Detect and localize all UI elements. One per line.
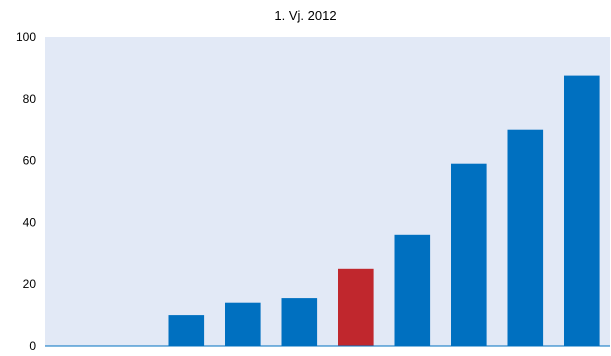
y-tick-label: 100 [16, 30, 36, 44]
bar [225, 302, 261, 346]
chart-title: 1. Vj. 2012 [274, 8, 337, 23]
bar [394, 234, 431, 346]
bar [281, 298, 318, 346]
y-tick-label: 40 [23, 215, 37, 229]
y-axis-tick-labels: 0 20 40 60 80 100 [16, 30, 36, 353]
bar-series [168, 75, 600, 347]
y-tick-label: 80 [23, 92, 37, 106]
bar-highlighted [338, 268, 374, 347]
y-tick-label: 20 [23, 277, 37, 291]
y-tick-label: 60 [23, 154, 37, 168]
bar [564, 75, 600, 346]
bar [451, 163, 487, 346]
bar [507, 129, 544, 346]
bar [168, 315, 205, 346]
y-tick-label: 0 [29, 339, 36, 353]
